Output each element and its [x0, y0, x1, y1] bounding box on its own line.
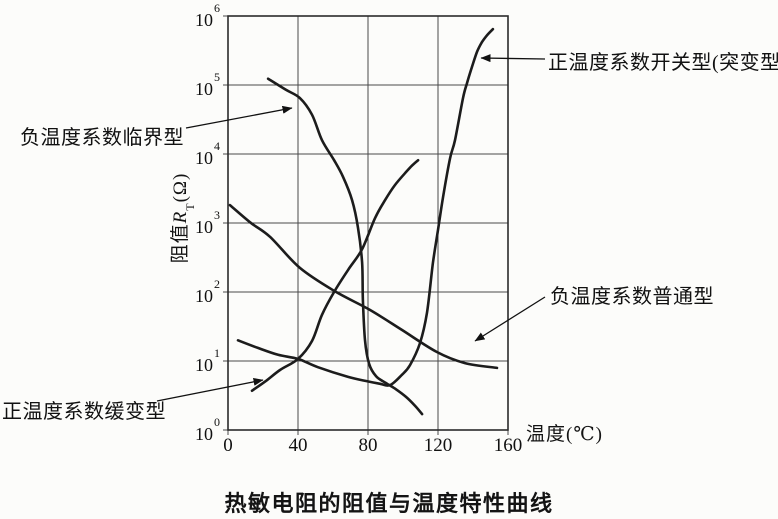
ptc-slow-arrow: [156, 377, 264, 402]
x-tick-label: 0: [223, 435, 233, 456]
y-tick-label: 100: [195, 415, 220, 444]
label-ntc-critical: 负温度系数临界型: [20, 127, 184, 149]
plot-curves: [228, 27, 499, 416]
x-tick-label: 120: [423, 435, 453, 456]
y-tick-label: 103: [195, 208, 220, 237]
y-axis-title-symbol: R: [170, 210, 191, 224]
ptc-switch-arrow: [480, 54, 546, 63]
y-axis-title-subscript: T: [182, 202, 197, 211]
y-tick-label: 104: [195, 139, 220, 168]
label-ntc-ordinary: 负温度系数普通型: [550, 286, 714, 308]
curve-ntc-ordinary: [228, 203, 499, 370]
curve-ptc-slow: [250, 158, 420, 392]
curve-ptc-switch: [236, 27, 495, 387]
x-tick-label: 40: [288, 435, 308, 456]
ntc-ordinary-arrow: [474, 296, 546, 342]
label-ptc-switch: 正温度系数开关型(突变型): [548, 52, 778, 74]
y-axis-title-prefix: 阻值: [170, 223, 191, 264]
annotation-arrows: [156, 54, 546, 402]
plot-frame: [227, 15, 509, 431]
y-axis-title-suffix: (Ω): [170, 172, 191, 203]
figure-caption: 热敏电阻的阻值与温度特性曲线: [224, 491, 554, 516]
y-tick-label: 105: [195, 70, 220, 99]
label-ptc-slow: 正温度系数缓变型: [2, 401, 166, 423]
ntc-critical-arrow: [185, 105, 293, 129]
x-axis-title: 温度(℃): [526, 424, 603, 445]
y-tick-label: 101: [195, 346, 220, 375]
x-tick-label: 80: [358, 435, 378, 456]
curve-ntc-critical: [266, 77, 424, 416]
y-tick-label: 106: [195, 1, 220, 30]
y-tick-label: 102: [195, 277, 220, 306]
x-tick-label: 160: [493, 435, 523, 456]
y-axis-title: 阻值RT(Ω): [165, 144, 197, 292]
plot-gridlines: [223, 15, 509, 435]
